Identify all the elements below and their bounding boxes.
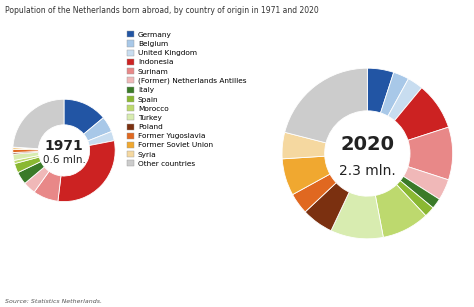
Wedge shape	[381, 72, 409, 116]
Wedge shape	[25, 167, 49, 192]
Wedge shape	[84, 118, 111, 141]
Wedge shape	[13, 152, 39, 161]
Wedge shape	[408, 127, 453, 180]
Wedge shape	[13, 147, 38, 149]
Wedge shape	[58, 141, 115, 202]
Text: 0.6 mln.: 0.6 mln.	[43, 155, 85, 165]
Wedge shape	[292, 174, 336, 212]
Wedge shape	[394, 88, 448, 140]
Wedge shape	[331, 192, 383, 239]
Wedge shape	[397, 181, 433, 216]
Wedge shape	[400, 176, 439, 208]
Wedge shape	[88, 131, 114, 146]
Wedge shape	[13, 151, 38, 154]
Text: 2020: 2020	[340, 135, 394, 154]
Wedge shape	[14, 155, 39, 164]
Wedge shape	[375, 185, 426, 237]
Wedge shape	[285, 68, 367, 143]
Wedge shape	[18, 161, 45, 183]
Text: Population of the Netherlands born abroad, by country of origin in 1971 and 2020: Population of the Netherlands born abroa…	[5, 6, 319, 15]
Wedge shape	[64, 99, 103, 134]
Wedge shape	[282, 156, 330, 195]
Wedge shape	[282, 132, 326, 159]
Wedge shape	[403, 167, 448, 199]
Wedge shape	[305, 183, 349, 231]
Wedge shape	[367, 68, 394, 113]
Wedge shape	[13, 148, 38, 150]
Text: 1971: 1971	[45, 139, 83, 153]
Wedge shape	[34, 171, 61, 201]
Text: 2.3 mln.: 2.3 mln.	[339, 164, 396, 177]
Wedge shape	[388, 79, 422, 121]
Text: Source: Statistics Netherlands.: Source: Statistics Netherlands.	[5, 299, 102, 304]
Wedge shape	[15, 157, 41, 173]
Wedge shape	[13, 149, 38, 153]
Wedge shape	[13, 99, 64, 149]
Legend: Germany, Belgium, United Kingdom, Indonesia, Surinam, (Former) Netherlands Antil: Germany, Belgium, United Kingdom, Indone…	[127, 31, 246, 167]
